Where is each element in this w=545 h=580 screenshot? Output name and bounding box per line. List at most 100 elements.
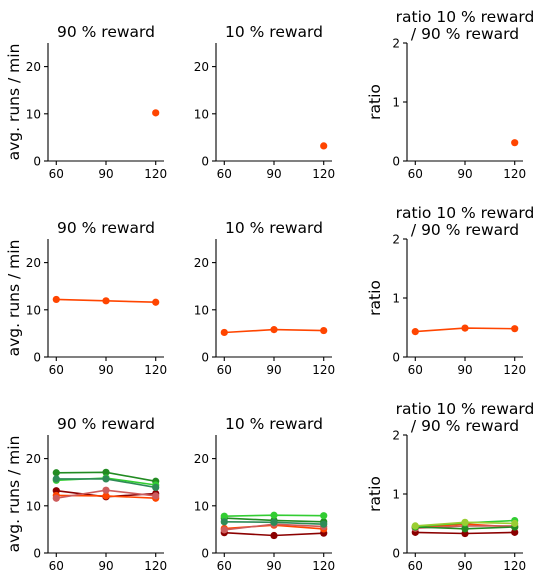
y-tick-label: 10: [26, 107, 41, 121]
y-tick-label: 20: [194, 452, 209, 466]
data-point: [152, 483, 160, 491]
data-point: [270, 531, 278, 540]
data-point: [102, 297, 110, 305]
y-tick-label: 0: [392, 351, 400, 365]
data-point: [52, 469, 60, 477]
panel-3-2: 10 % reward 0 10 20 60 90 120: [194, 415, 335, 573]
data-point: [220, 526, 228, 534]
y-tick-label: 10: [26, 303, 41, 317]
y-tick-label: 10: [194, 499, 209, 513]
panel-title: 10 % reward: [225, 219, 323, 237]
x-tick-label: 60: [408, 559, 423, 573]
panel-1-2: 10 % reward 0 10 20 60 90 120: [194, 23, 335, 181]
panel-title: ratio 10 % reward: [396, 204, 535, 222]
data-point: [52, 494, 60, 502]
panel-title: 90 % reward: [57, 219, 155, 237]
x-tick-label: 120: [144, 363, 167, 377]
data-point: [320, 142, 328, 150]
data-point: [220, 328, 228, 337]
panel-title: / 90 % reward: [411, 221, 519, 239]
y-axis-label: ratio: [366, 84, 384, 120]
y-tick-label: 0: [33, 547, 41, 561]
y-tick-label: 20: [26, 452, 41, 466]
y-tick-label: 2: [392, 429, 400, 443]
y-tick-label: 0: [33, 351, 41, 365]
y-axis-label: ratio: [366, 280, 384, 316]
x-tick-label: 90: [457, 559, 472, 573]
y-tick-label: 1: [392, 488, 400, 502]
x-tick-label: 120: [312, 167, 335, 181]
data-point: [511, 528, 519, 536]
y-tick-label: 10: [26, 499, 41, 513]
y-tick-label: 0: [201, 351, 209, 365]
data-point: [102, 486, 110, 494]
x-tick-label: 90: [266, 363, 281, 377]
panel-1-1: 90 % reward avg. runs / min 0 10 20 60 90 120: [5, 23, 167, 181]
x-tick-label: 90: [266, 167, 281, 181]
panel-1-3: ratio 10 % reward/ 90 % reward ratio 0 1 2 60…: [366, 8, 534, 181]
x-tick-label: 120: [144, 167, 167, 181]
y-tick-label: 10: [194, 303, 209, 317]
x-tick-label: 120: [312, 559, 335, 573]
panel-title: 10 % reward: [225, 23, 323, 41]
panel-3-1: 90 % reward avg. runs / min 0 10 20 60 90 120: [5, 415, 167, 573]
y-axis-label: avg. runs / min: [5, 436, 23, 553]
data-point: [320, 326, 328, 335]
panel-2-3: ratio 10 % reward/ 90 % reward ratio 0 1 2 60…: [366, 204, 534, 377]
x-tick-label: 60: [217, 363, 232, 377]
panel-title: 10 % reward: [225, 415, 323, 433]
data-point: [102, 492, 110, 500]
data-point: [270, 326, 278, 334]
y-tick-label: 20: [194, 256, 209, 270]
data-point: [102, 475, 110, 483]
x-tick-label: 60: [49, 167, 64, 181]
y-tick-label: 2: [392, 37, 400, 51]
panel-2-1: 90 % reward avg. runs / min 0 10 20 60 90 120: [5, 219, 167, 377]
data-point: [52, 475, 60, 483]
data-point: [411, 522, 419, 530]
y-tick-label: 20: [194, 60, 209, 74]
data-point: [220, 512, 228, 520]
x-tick-label: 60: [217, 559, 232, 573]
y-tick-label: 0: [33, 155, 41, 169]
x-tick-label: 120: [503, 167, 526, 181]
y-tick-label: 0: [392, 155, 400, 169]
y-tick-label: 10: [194, 107, 209, 121]
y-tick-label: 0: [392, 547, 400, 561]
data-point: [511, 519, 519, 528]
panel-2-2: 10 % reward 0 10 20 60 90 120: [194, 219, 335, 377]
data-point: [152, 492, 160, 500]
panel-title: 90 % reward: [57, 415, 155, 433]
panel-title: ratio 10 % reward: [396, 8, 535, 26]
panel-3-3: ratio 10 % reward/ 90 % reward ratio 0 1 2 60…: [366, 400, 534, 573]
x-tick-label: 90: [457, 363, 472, 377]
data-point: [320, 512, 328, 520]
panel-title: / 90 % reward: [411, 417, 519, 435]
y-axis-label: ratio: [366, 476, 384, 512]
x-tick-label: 120: [503, 559, 526, 573]
y-axis-label: avg. runs / min: [5, 44, 23, 161]
x-tick-label: 120: [312, 363, 335, 377]
data-point: [220, 518, 228, 526]
x-tick-label: 60: [217, 167, 232, 181]
x-tick-label: 90: [98, 167, 113, 181]
x-tick-label: 90: [457, 167, 472, 181]
data-point: [461, 518, 469, 526]
data-point: [511, 325, 519, 333]
panel-title: / 90 % reward: [411, 25, 519, 43]
data-point: [461, 324, 469, 332]
x-tick-label: 90: [266, 559, 281, 573]
y-tick-label: 20: [26, 60, 41, 74]
x-tick-label: 60: [408, 167, 423, 181]
data-point: [152, 298, 160, 306]
y-tick-label: 0: [201, 547, 209, 561]
data-point: [320, 520, 328, 528]
data-point: [102, 468, 110, 476]
data-point: [52, 295, 60, 304]
x-tick-label: 90: [98, 559, 113, 573]
y-tick-label: 20: [26, 256, 41, 270]
x-tick-label: 120: [144, 559, 167, 573]
data-point: [511, 139, 519, 147]
panel-title: ratio 10 % reward: [396, 400, 535, 418]
x-tick-label: 90: [98, 363, 113, 377]
